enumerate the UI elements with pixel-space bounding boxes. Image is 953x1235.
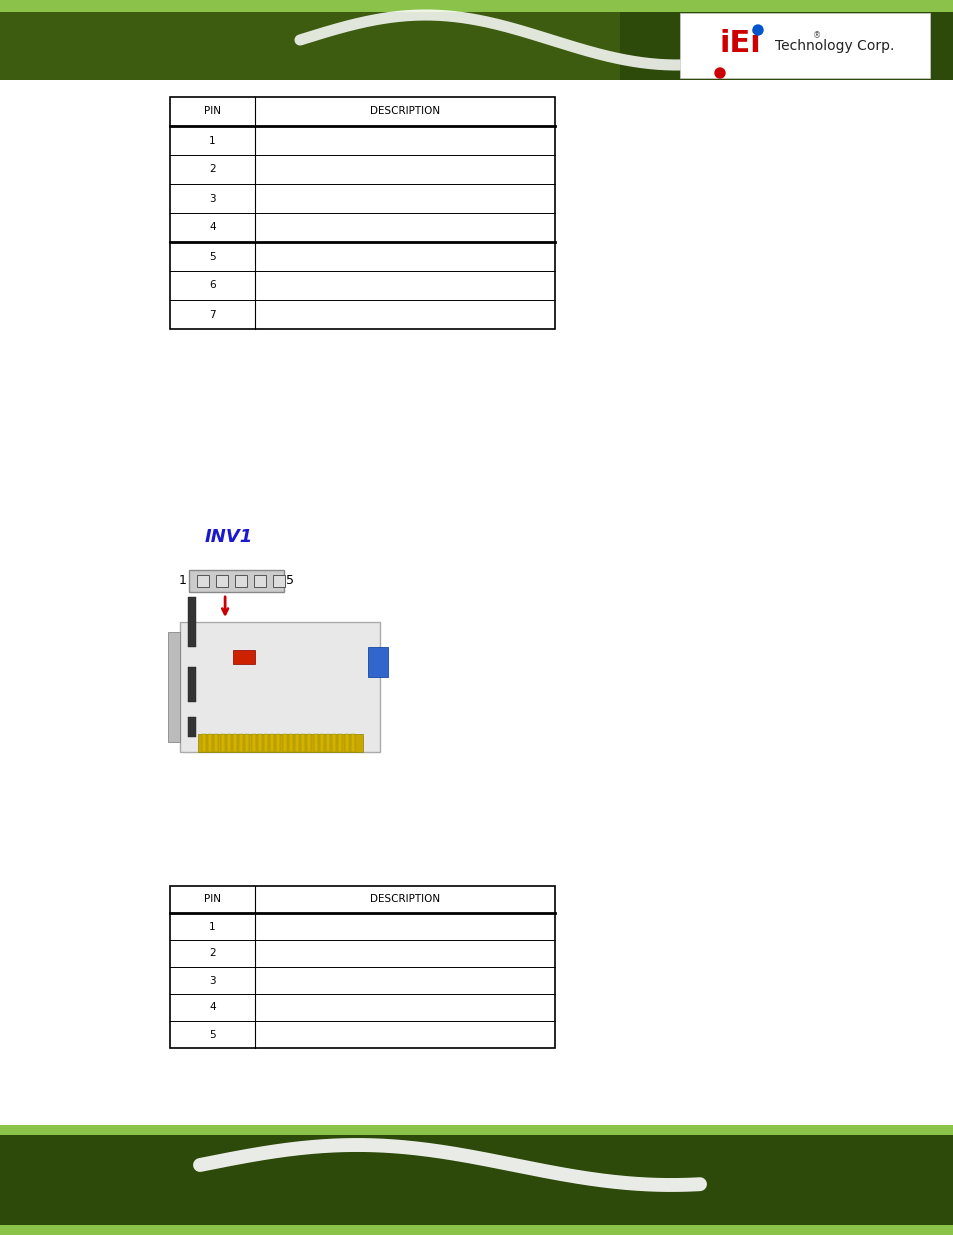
Bar — [282, 734, 286, 752]
Bar — [368, 647, 388, 677]
Bar — [257, 734, 261, 752]
Bar — [0, 1225, 953, 1235]
Text: 4: 4 — [209, 222, 215, 232]
Bar — [264, 734, 268, 752]
Bar — [189, 571, 284, 592]
Text: 1: 1 — [209, 136, 215, 146]
Text: DESCRIPTION: DESCRIPTION — [370, 106, 439, 116]
Bar — [0, 1125, 953, 1135]
Bar — [301, 734, 305, 752]
Bar — [289, 734, 293, 752]
Bar — [0, 1125, 953, 1235]
Bar — [0, 0, 619, 80]
Bar — [332, 734, 335, 752]
Bar — [273, 576, 285, 587]
Bar — [188, 597, 195, 647]
Bar — [239, 734, 243, 752]
Text: 6: 6 — [209, 280, 215, 290]
Text: INV1: INV1 — [205, 529, 253, 546]
Circle shape — [752, 25, 762, 35]
Bar — [220, 734, 224, 752]
Text: 5: 5 — [209, 1030, 215, 1040]
Bar — [196, 576, 209, 587]
Text: 5: 5 — [286, 574, 294, 588]
Bar — [351, 734, 355, 752]
Bar — [314, 734, 317, 752]
Bar — [188, 718, 195, 737]
Bar — [0, 0, 953, 12]
Bar — [276, 734, 280, 752]
Bar — [180, 622, 379, 752]
Bar — [338, 734, 342, 752]
Bar — [326, 734, 330, 752]
Text: 4: 4 — [209, 1003, 215, 1013]
Bar — [233, 734, 236, 752]
Bar — [679, 14, 929, 78]
Bar — [307, 734, 311, 752]
Bar — [198, 734, 363, 752]
Text: 1: 1 — [179, 574, 187, 588]
Bar — [202, 734, 206, 752]
Bar — [170, 885, 555, 1049]
Bar — [344, 734, 348, 752]
Bar — [245, 734, 249, 752]
Bar — [253, 576, 266, 587]
Bar — [214, 734, 218, 752]
Text: iEi: iEi — [719, 28, 760, 58]
Bar — [234, 576, 247, 587]
Text: PIN: PIN — [204, 894, 220, 904]
Bar — [233, 650, 254, 664]
Bar — [0, 0, 953, 80]
Text: ®: ® — [812, 32, 821, 41]
Bar — [319, 734, 323, 752]
Bar — [215, 576, 228, 587]
Bar — [294, 734, 298, 752]
Bar — [208, 734, 212, 752]
Text: 2: 2 — [209, 164, 215, 174]
Text: 1: 1 — [209, 921, 215, 931]
Text: PIN: PIN — [204, 106, 220, 116]
Text: Technology Corp.: Technology Corp. — [775, 40, 894, 53]
Text: 3: 3 — [209, 194, 215, 204]
Text: DESCRIPTION: DESCRIPTION — [370, 894, 439, 904]
Bar — [188, 667, 195, 701]
Bar — [168, 632, 180, 742]
Bar — [227, 734, 231, 752]
Bar — [170, 98, 555, 329]
Text: 5: 5 — [209, 252, 215, 262]
Bar — [252, 734, 255, 752]
Text: 3: 3 — [209, 976, 215, 986]
Text: 7: 7 — [209, 310, 215, 320]
Circle shape — [714, 68, 724, 78]
Text: 2: 2 — [209, 948, 215, 958]
Bar — [270, 734, 274, 752]
